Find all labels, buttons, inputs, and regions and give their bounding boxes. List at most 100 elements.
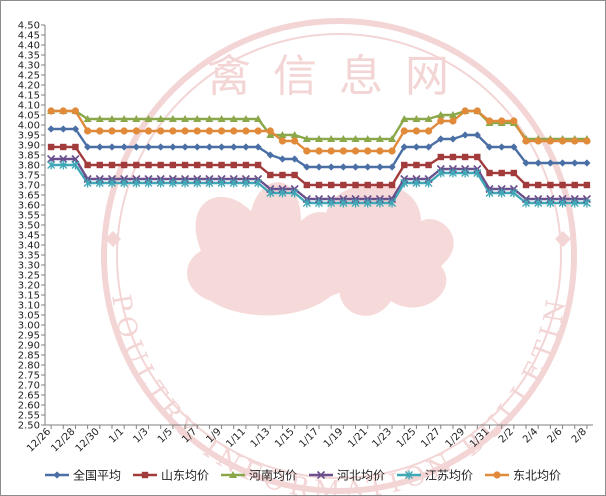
data-point [375,135,384,142]
y-tick-label: 4.20 [18,81,40,92]
data-point [522,198,530,208]
data-point [339,147,347,155]
data-point [583,181,591,189]
x-tick-label: 1/13 [249,426,273,450]
data-point [278,137,287,145]
y-tick-label: 3.65 [18,191,40,202]
data-point [193,115,202,122]
data-point [290,188,299,198]
y-tick-label: 4.10 [18,101,40,112]
data-point [144,143,153,151]
data-point [473,107,481,115]
data-point [217,178,226,188]
data-point [290,131,299,138]
data-point [72,143,79,151]
data-point [291,171,298,179]
y-tick-label: 4.40 [18,41,40,52]
data-point [291,137,299,145]
data-point [144,127,153,135]
data-point [558,159,567,167]
data-point [364,181,371,189]
x-tick-label: 12/28 [49,426,77,454]
data-point [194,161,201,169]
legend-label: 江苏均价 [425,469,473,483]
watermark-chinese-text: 禽信息网 [207,51,471,102]
data-point [558,198,567,208]
y-tick-label: 2.95 [18,331,40,342]
data-point [96,161,103,169]
data-point [120,127,128,135]
data-point [205,143,213,151]
data-point [437,153,444,161]
data-point [485,188,494,198]
data-point [303,163,311,171]
data-point [217,143,226,151]
x-tick-label: 12/30 [74,426,102,454]
legend-marker [229,471,237,478]
data-point [242,127,250,135]
data-point [437,117,445,125]
data-point [96,143,104,151]
data-point [522,137,530,145]
legend-label: 东北均价 [513,469,561,483]
data-point [169,143,177,151]
data-point [388,147,396,155]
data-point [546,137,554,145]
x-tick-label: 1/3 [131,426,150,445]
data-point [461,107,469,115]
data-point [339,198,348,208]
data-point [132,143,140,151]
data-point [181,127,189,135]
data-point [84,143,92,151]
y-tick-label: 3.55 [18,211,40,222]
data-point [400,127,408,135]
data-point [217,115,226,122]
data-point [400,115,409,122]
data-point [510,169,518,177]
data-point [230,143,238,151]
series-6-points [47,107,591,155]
data-point [120,143,128,151]
data-point [303,181,311,189]
y-tick-label: 3.20 [18,281,40,292]
data-point [169,161,177,169]
data-point [71,160,80,170]
data-point [132,127,140,135]
data-point [388,198,397,208]
y-tick-label: 3.25 [18,271,40,282]
data-point [206,161,213,169]
data-point [351,163,360,171]
data-point [583,159,591,167]
data-point [327,163,335,171]
data-point [59,154,68,164]
data-point [132,178,141,188]
data-point [558,137,567,145]
data-point [83,115,92,122]
y-tick-label: 4.25 [18,71,40,82]
y-tick-label: 2.55 [18,411,40,422]
data-point [413,161,420,169]
data-point [351,135,360,142]
data-point [241,115,250,122]
data-point [267,171,274,179]
data-point [133,161,140,169]
data-point [218,161,225,169]
data-point [327,135,336,142]
data-point [534,137,542,145]
data-point [168,178,177,188]
data-point [473,168,482,178]
data-point [120,178,129,188]
data-point [437,135,445,143]
y-tick-label: 4.35 [18,51,40,62]
y-tick-label: 3.00 [18,321,40,332]
y-tick-label: 4.50 [18,21,40,32]
y-tick-label: 4.30 [18,61,40,72]
data-point [436,111,445,118]
data-point [279,171,286,179]
data-point [388,181,396,189]
data-point [315,163,323,171]
data-point [509,188,518,198]
data-point [327,198,336,208]
legend-marker [316,470,326,480]
